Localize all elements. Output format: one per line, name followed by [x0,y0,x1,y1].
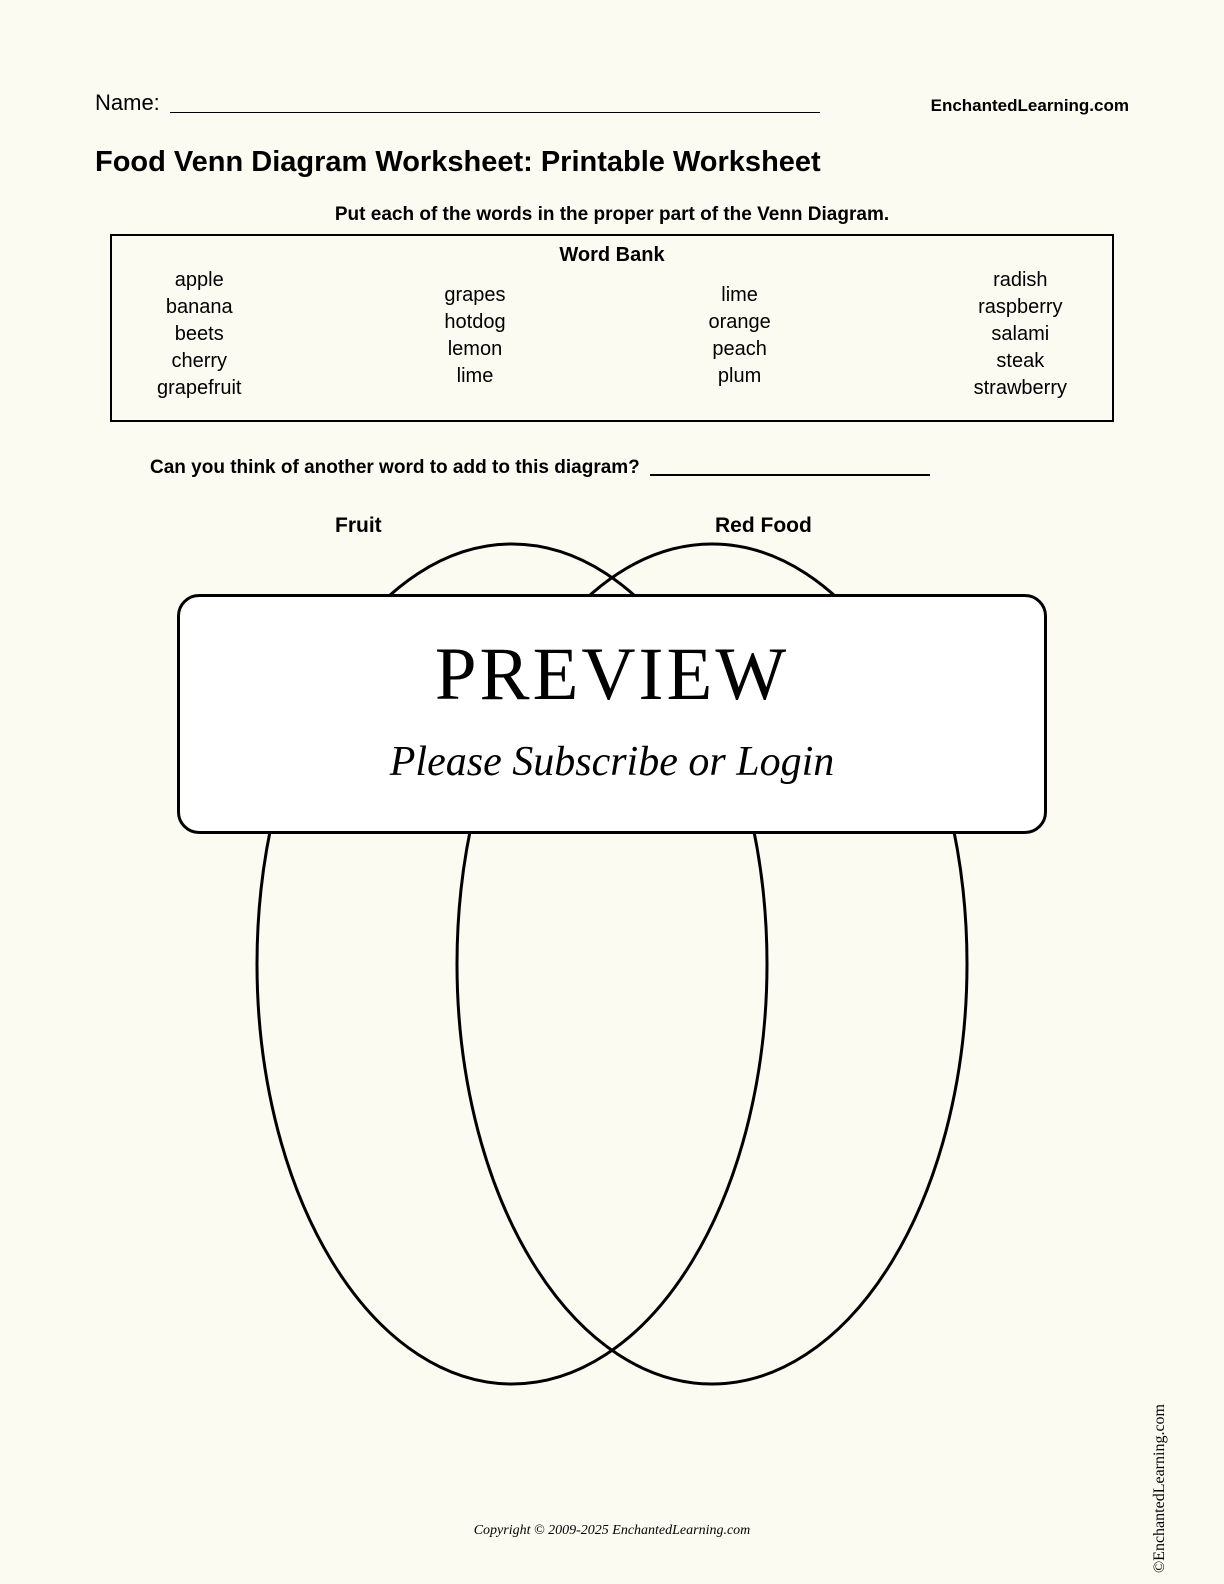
another-word-prompt-row: Can you think of another word to add to … [150,457,1129,479]
word-item: orange [708,309,770,336]
word-item: lime [721,282,758,309]
name-input-line[interactable] [170,112,820,113]
word-item: lemon [448,336,502,363]
preview-title: PREVIEW [200,632,1024,718]
word-item: strawberry [974,375,1067,402]
worksheet-title: Food Venn Diagram Worksheet: Printable W… [95,146,1129,179]
word-bank-columns: apple banana beets cherry grapefruit gra… [157,267,1067,402]
word-item: hotdog [444,309,505,336]
word-item: apple [175,267,224,294]
word-item: salami [991,321,1049,348]
word-bank-col-4: radish raspberry salami steak strawberry [974,267,1067,402]
word-item: lime [457,363,494,390]
word-bank-col-2: grapes hotdog lemon lime [444,267,505,402]
name-label: Name: [95,90,160,116]
copyright-text: Copyright © 2009-2025 EnchantedLearning.… [0,1523,1224,1539]
word-item: cherry [171,348,227,375]
word-bank-box: Word Bank apple banana beets cherry grap… [110,234,1114,422]
site-link-top[interactable]: EnchantedLearning.com [931,96,1129,116]
word-item: raspberry [978,294,1062,321]
word-item: steak [996,348,1044,375]
header-row: Name: EnchantedLearning.com [95,90,1129,116]
word-item: beets [175,321,224,348]
name-section: Name: [95,90,820,116]
venn-container: Fruit Red Food PREVIEW Please Subscribe … [95,509,1129,1429]
word-bank-col-3: lime orange peach plum [708,267,770,402]
preview-overlay: PREVIEW Please Subscribe or Login [177,594,1047,834]
word-item: banana [166,294,233,321]
another-word-prompt: Can you think of another word to add to … [150,457,640,479]
another-word-input-line[interactable] [650,474,930,476]
word-item: grapes [444,282,505,309]
word-bank-col-1: apple banana beets cherry grapefruit [157,267,242,402]
word-item: radish [993,267,1047,294]
word-item: peach [712,336,767,363]
preview-subtitle: Please Subscribe or Login [200,738,1024,786]
word-item: plum [718,363,761,390]
word-item: grapefruit [157,375,242,402]
side-copyright-link[interactable]: ©EnchantedLearning.com [1151,1404,1169,1573]
instruction-text: Put each of the words in the proper part… [95,204,1129,226]
word-bank-title: Word Bank [157,244,1067,267]
